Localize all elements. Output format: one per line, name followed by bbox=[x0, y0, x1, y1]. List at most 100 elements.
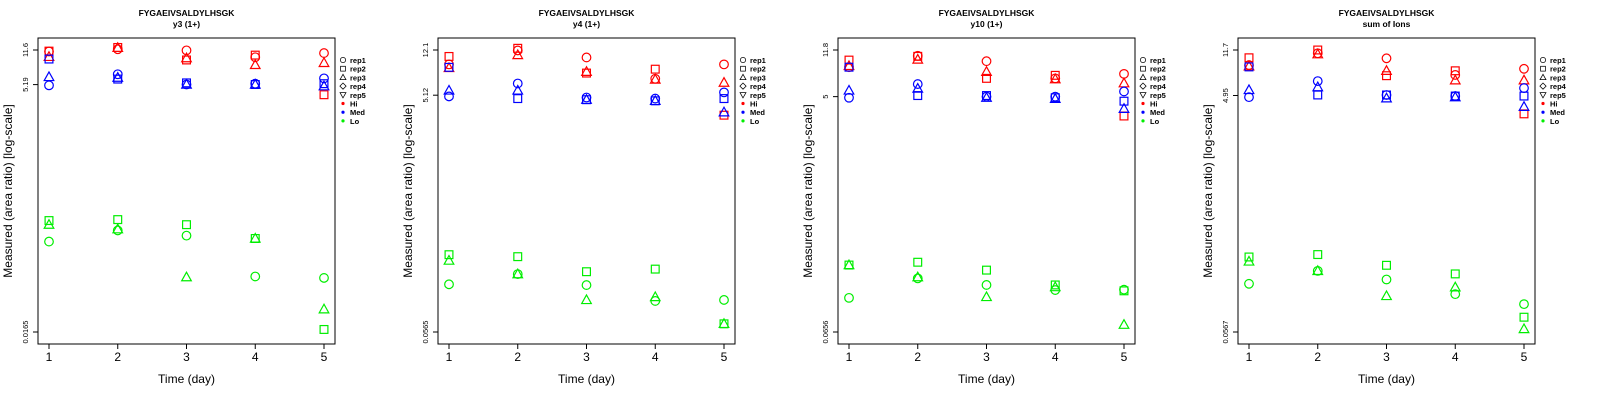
legend-symbol-rep2 bbox=[740, 65, 746, 72]
y-axis-label: Measured (area ratio) [log-scale] bbox=[1, 104, 15, 277]
legend-label: Med bbox=[1150, 108, 1165, 117]
data-point-lo-rep1 bbox=[319, 273, 329, 283]
data-point-lo-rep3 bbox=[249, 232, 262, 243]
y-tick-label: 11.8 bbox=[821, 43, 830, 57]
data-point-lo-rep3 bbox=[1311, 264, 1324, 276]
data-point-hi-rep3 bbox=[43, 50, 55, 62]
legend-symbol-rep2 bbox=[340, 65, 346, 72]
data-point-med-rep1 bbox=[1244, 92, 1254, 103]
chart-title: FYGAEIVSALDYLHSGK bbox=[1339, 8, 1436, 18]
data-point-med-rep3 bbox=[980, 91, 993, 102]
legend-label: rep5 bbox=[1150, 91, 1166, 100]
data-point-lo-rep2 bbox=[650, 264, 660, 274]
plot-frame bbox=[837, 37, 1136, 345]
y-tick-label: 0.0165 bbox=[21, 321, 30, 344]
x-tick-label: 4 bbox=[652, 350, 659, 364]
data-point-lo-rep3 bbox=[1118, 318, 1130, 329]
data-point-lo-rep3 bbox=[1243, 255, 1255, 266]
y-axis-label: Measured (area ratio) [log-scale] bbox=[1201, 104, 1215, 277]
legend-symbol-rep3 bbox=[1139, 73, 1147, 81]
data-point-med-rep2 bbox=[1244, 62, 1254, 72]
legend-label: rep4 bbox=[350, 82, 367, 91]
data-point-lo-rep1 bbox=[112, 225, 123, 236]
legend-symbol-rep2 bbox=[1140, 65, 1146, 72]
x-tick-label: 5 bbox=[1521, 350, 1528, 364]
data-point-lo-rep2 bbox=[1119, 286, 1129, 296]
legend-symbol-rep1 bbox=[1539, 56, 1547, 64]
x-tick-label: 1 bbox=[846, 350, 853, 364]
data-point-hi-rep2 bbox=[1381, 71, 1391, 81]
data-point-med-rep3 bbox=[1049, 92, 1062, 104]
data-point-hi-rep2 bbox=[1313, 45, 1323, 55]
data-point-med-rep3 bbox=[718, 106, 730, 117]
data-point-lo-rep1 bbox=[1244, 278, 1254, 289]
data-point-med-rep2 bbox=[1519, 91, 1529, 101]
x-axis-label: Time (day) bbox=[558, 372, 615, 386]
data-point-med-rep2 bbox=[913, 91, 923, 101]
data-point-hi-rep3 bbox=[249, 58, 262, 70]
legend-label: rep2 bbox=[1150, 65, 1166, 74]
data-point-hi-rep3 bbox=[1380, 64, 1393, 75]
chart-subtitle: y10 (1+) bbox=[971, 19, 1003, 29]
data-point-lo-rep2 bbox=[1519, 312, 1529, 322]
legend-label: rep1 bbox=[350, 56, 366, 65]
data-point-hi-rep1 bbox=[719, 59, 729, 70]
y-axis-label: Measured (area ratio) [log-scale] bbox=[401, 104, 415, 277]
legend-label: rep2 bbox=[350, 65, 366, 74]
legend-symbol-rep4 bbox=[1539, 82, 1547, 90]
chart-title: FYGAEIVSALDYLHSGK bbox=[939, 8, 1036, 18]
data-point-hi-rep1 bbox=[1119, 68, 1129, 79]
data-point-lo-rep1 bbox=[844, 292, 854, 303]
plot-frame bbox=[37, 37, 336, 345]
legend-symbol-rep5 bbox=[1539, 92, 1547, 99]
data-point-med-rep2 bbox=[444, 62, 454, 72]
data-point-hi-rep3 bbox=[1449, 74, 1462, 85]
legend-label: Lo bbox=[350, 117, 360, 126]
data-point-lo-rep2 bbox=[581, 267, 591, 277]
data-point-med-rep1 bbox=[444, 91, 454, 102]
data-point-med-rep3 bbox=[843, 84, 855, 95]
legend-label: Hi bbox=[750, 100, 758, 109]
data-point-med-rep1 bbox=[112, 69, 123, 80]
data-point-lo-rep2 bbox=[182, 220, 192, 230]
legend-dot-lo bbox=[1141, 119, 1145, 123]
data-point-hi-rep1 bbox=[581, 52, 592, 63]
legend-label: rep3 bbox=[750, 73, 766, 82]
data-point-lo-rep1 bbox=[250, 271, 261, 282]
chart-subtitle: sum of Ions bbox=[1363, 19, 1411, 29]
legend-symbol-rep1 bbox=[339, 56, 347, 64]
data-point-hi-rep3 bbox=[580, 65, 593, 76]
x-tick-label: 3 bbox=[1383, 350, 1390, 364]
data-point-lo-rep3 bbox=[1449, 281, 1462, 292]
legend-symbol-rep5 bbox=[739, 92, 747, 99]
legend-symbol-rep4 bbox=[1139, 82, 1147, 90]
x-tick-label: 5 bbox=[321, 350, 328, 364]
data-point-hi-rep2 bbox=[913, 51, 923, 61]
legend-symbol-rep1 bbox=[1139, 56, 1147, 64]
data-point-lo-rep2 bbox=[1313, 250, 1323, 260]
y-tick-label: 0.0567 bbox=[1221, 321, 1230, 344]
data-point-hi-rep3 bbox=[180, 51, 193, 63]
plot-frame bbox=[437, 37, 736, 345]
y-tick-label: 5.12 bbox=[421, 88, 430, 103]
data-point-lo-rep3 bbox=[649, 290, 662, 302]
legend-label: rep5 bbox=[1550, 91, 1566, 100]
data-point-hi-rep3 bbox=[911, 53, 924, 64]
legend-label: Hi bbox=[1150, 100, 1158, 109]
data-point-lo-rep2 bbox=[1450, 269, 1460, 279]
data-point-lo-rep2 bbox=[1244, 252, 1254, 262]
legend-symbol-rep2 bbox=[1540, 65, 1546, 72]
data-point-lo-rep1 bbox=[981, 280, 992, 290]
legend-dot-med bbox=[741, 110, 745, 114]
data-point-hi-rep3 bbox=[1518, 74, 1530, 85]
data-point-lo-rep3 bbox=[318, 303, 330, 314]
data-point-lo-rep3 bbox=[443, 254, 455, 265]
data-point-med-rep2 bbox=[44, 54, 54, 64]
data-point-lo-rep3 bbox=[180, 270, 193, 282]
